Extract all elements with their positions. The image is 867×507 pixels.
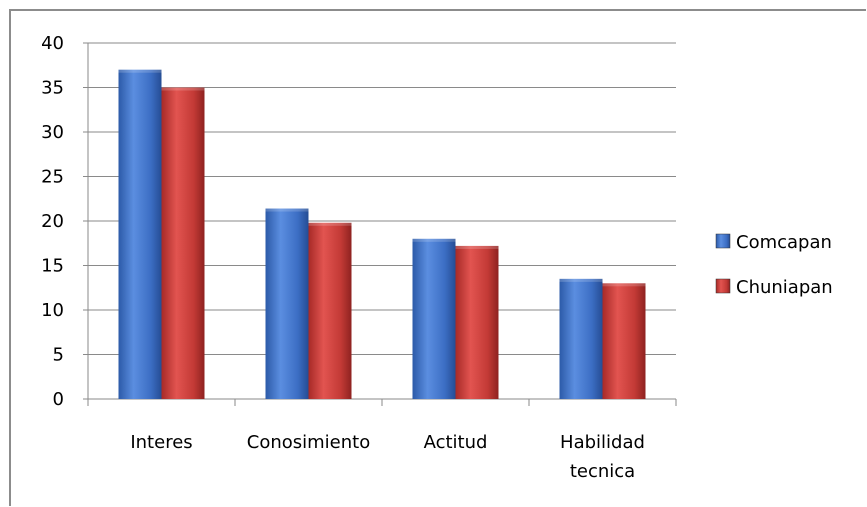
x-category-label: Actitud [424, 432, 488, 453]
legend: Comcapan Chuniapan [715, 232, 833, 298]
x-category-label: Conosimiento [247, 432, 370, 453]
y-tick-label: 30 [41, 122, 64, 143]
legend-label-chuniapan: Chuniapan [736, 277, 833, 298]
chart-frame [9, 9, 866, 506]
y-tick-label: 5 [53, 345, 64, 366]
bar-comcapan-conosimiento [265, 208, 309, 399]
y-tick-label: 10 [41, 300, 64, 321]
legend-swatch-comcapan [715, 233, 731, 249]
bar-chuniapan-interes [161, 87, 205, 399]
x-category-label: Habilidad tecnica [560, 432, 645, 482]
bar-comcapan-habilidad-tecnica [559, 278, 603, 399]
bar-highlight [161, 87, 205, 91]
bar-highlight [559, 278, 603, 282]
bar-highlight [308, 222, 352, 226]
y-tick-label: 35 [41, 78, 64, 99]
bar-highlight [455, 245, 499, 249]
bar-highlight [265, 208, 309, 212]
axis-labels: 0 5 10 15 20 25 30 35 40 Interes Conosimiento Actit… [41, 33, 645, 482]
bar-highlight [412, 238, 456, 242]
y-tick-label: 15 [41, 256, 64, 277]
bar-highlight [118, 69, 162, 73]
bar-chuniapan-actitud [455, 245, 499, 399]
gridlines [88, 42, 676, 355]
x-category-label: Interes [130, 432, 192, 453]
y-tick-label: 0 [53, 389, 64, 410]
bar-chuniapan-habilidad-tecnica [602, 283, 646, 399]
legend-swatch-chuniapan [715, 278, 731, 294]
y-tick-label: 40 [41, 33, 64, 54]
bars [118, 69, 646, 399]
legend-label-comcapan: Comcapan [736, 232, 832, 253]
bar-chuniapan-conosimiento [308, 222, 352, 399]
bar-comcapan-interes [118, 69, 162, 399]
bar-highlight [602, 283, 646, 287]
y-tick-label: 20 [41, 211, 64, 232]
bar-comcapan-actitud [412, 238, 456, 399]
y-tick-label: 25 [41, 167, 64, 188]
